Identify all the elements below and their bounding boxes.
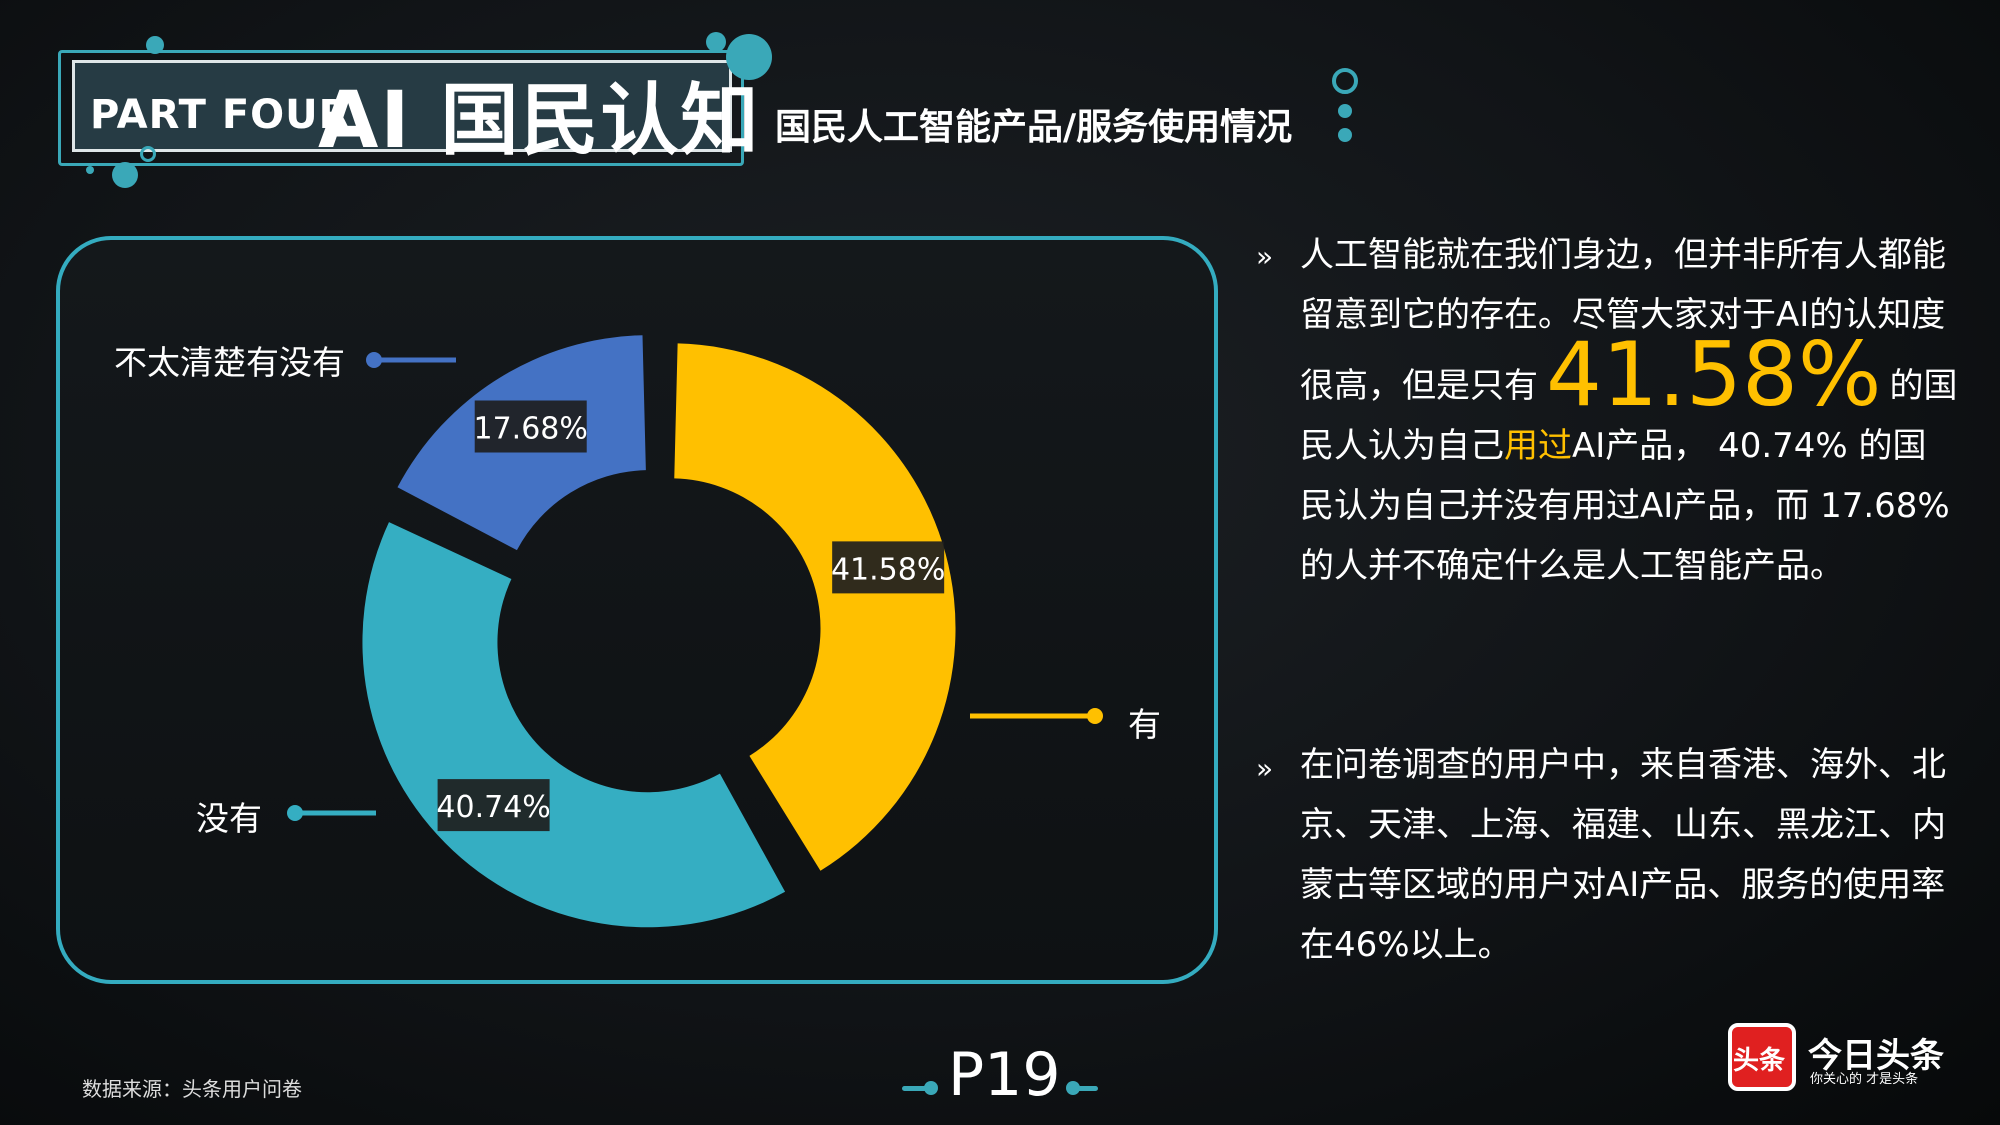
page-dot-right [1066,1081,1080,1095]
decor-dot [706,32,726,52]
value-label-text: 17.68% [474,412,588,447]
category-label-no: 没有 [196,799,262,838]
value-label-unsure: 17.68% [474,400,588,453]
logo-icon [1728,1023,1796,1091]
slice-yes [674,343,956,871]
callout-unsure-dot [366,352,382,368]
value-label-yes: 41.58% [831,541,945,594]
category-label-unsure: 不太清楚有没有 [114,343,345,382]
logo-name: 今日头条 [1808,1036,1944,1076]
page-subtitle: 国民人工智能产品/服务使用情况 [775,107,1293,148]
logo-slogan: 你关心的 才是头条 [1810,1072,1919,1087]
paragraph-1-mid: 的国民人认为自己 [1300,366,1958,466]
decor-dot [146,36,164,54]
value-label-text: 40.74% [436,790,550,825]
page-dash-left [902,1086,928,1091]
value-label-no: 40.74% [436,779,551,832]
logo-icon-text: 头条 [1733,1046,1786,1076]
bullet-1: » [1256,240,1274,273]
paragraph-2: 在问卷调查的用户中，来自香港、海外、北京、天津、上海、福建、山东、黑龙江、内蒙古… [1300,745,1946,965]
header-badge [72,60,732,152]
paragraph-1: 人工智能就在我们身边，但并非所有人都能留意到它的存在。尽管大家对于AI的认知度很… [1300,225,1960,596]
decor-dot [726,34,772,80]
callout-yes-dot [1087,708,1103,724]
highlight-percent: 41.58% [1546,323,1882,426]
category-label-yes: 有 [1128,705,1161,744]
decor-dot [1338,104,1352,118]
paragraph-1-end: AI产品， 40.74% 的国民认为自己并没有用过AI产品，而 17.68% 的… [1300,426,1950,586]
decor-dot [1338,128,1352,142]
highlight-used: 用过 [1504,426,1572,466]
callout-no-dot [287,805,303,821]
page-dash-right [1076,1086,1098,1091]
part-label: PART FOUR [90,92,351,138]
part-title: AI 国民认知 [318,76,761,166]
decor-dot [112,162,138,188]
paragraph-1-start: 人工智能就在我们身边，但并非所有人都能留意到它的存在。尽管大家对于AI的认知度很… [1300,235,1946,406]
bullet-2: » [1256,752,1274,785]
slice-no [362,522,786,928]
value-label-text: 41.58% [831,552,945,587]
page-dot-left [924,1081,938,1095]
header-badge-frame [58,50,744,166]
decor-dot [1332,68,1358,94]
page-number: P19 [948,1040,1061,1110]
data-source: 数据来源：头条用户问卷 [82,1077,302,1101]
decor-dot [86,166,94,174]
decor-dot [140,146,156,162]
